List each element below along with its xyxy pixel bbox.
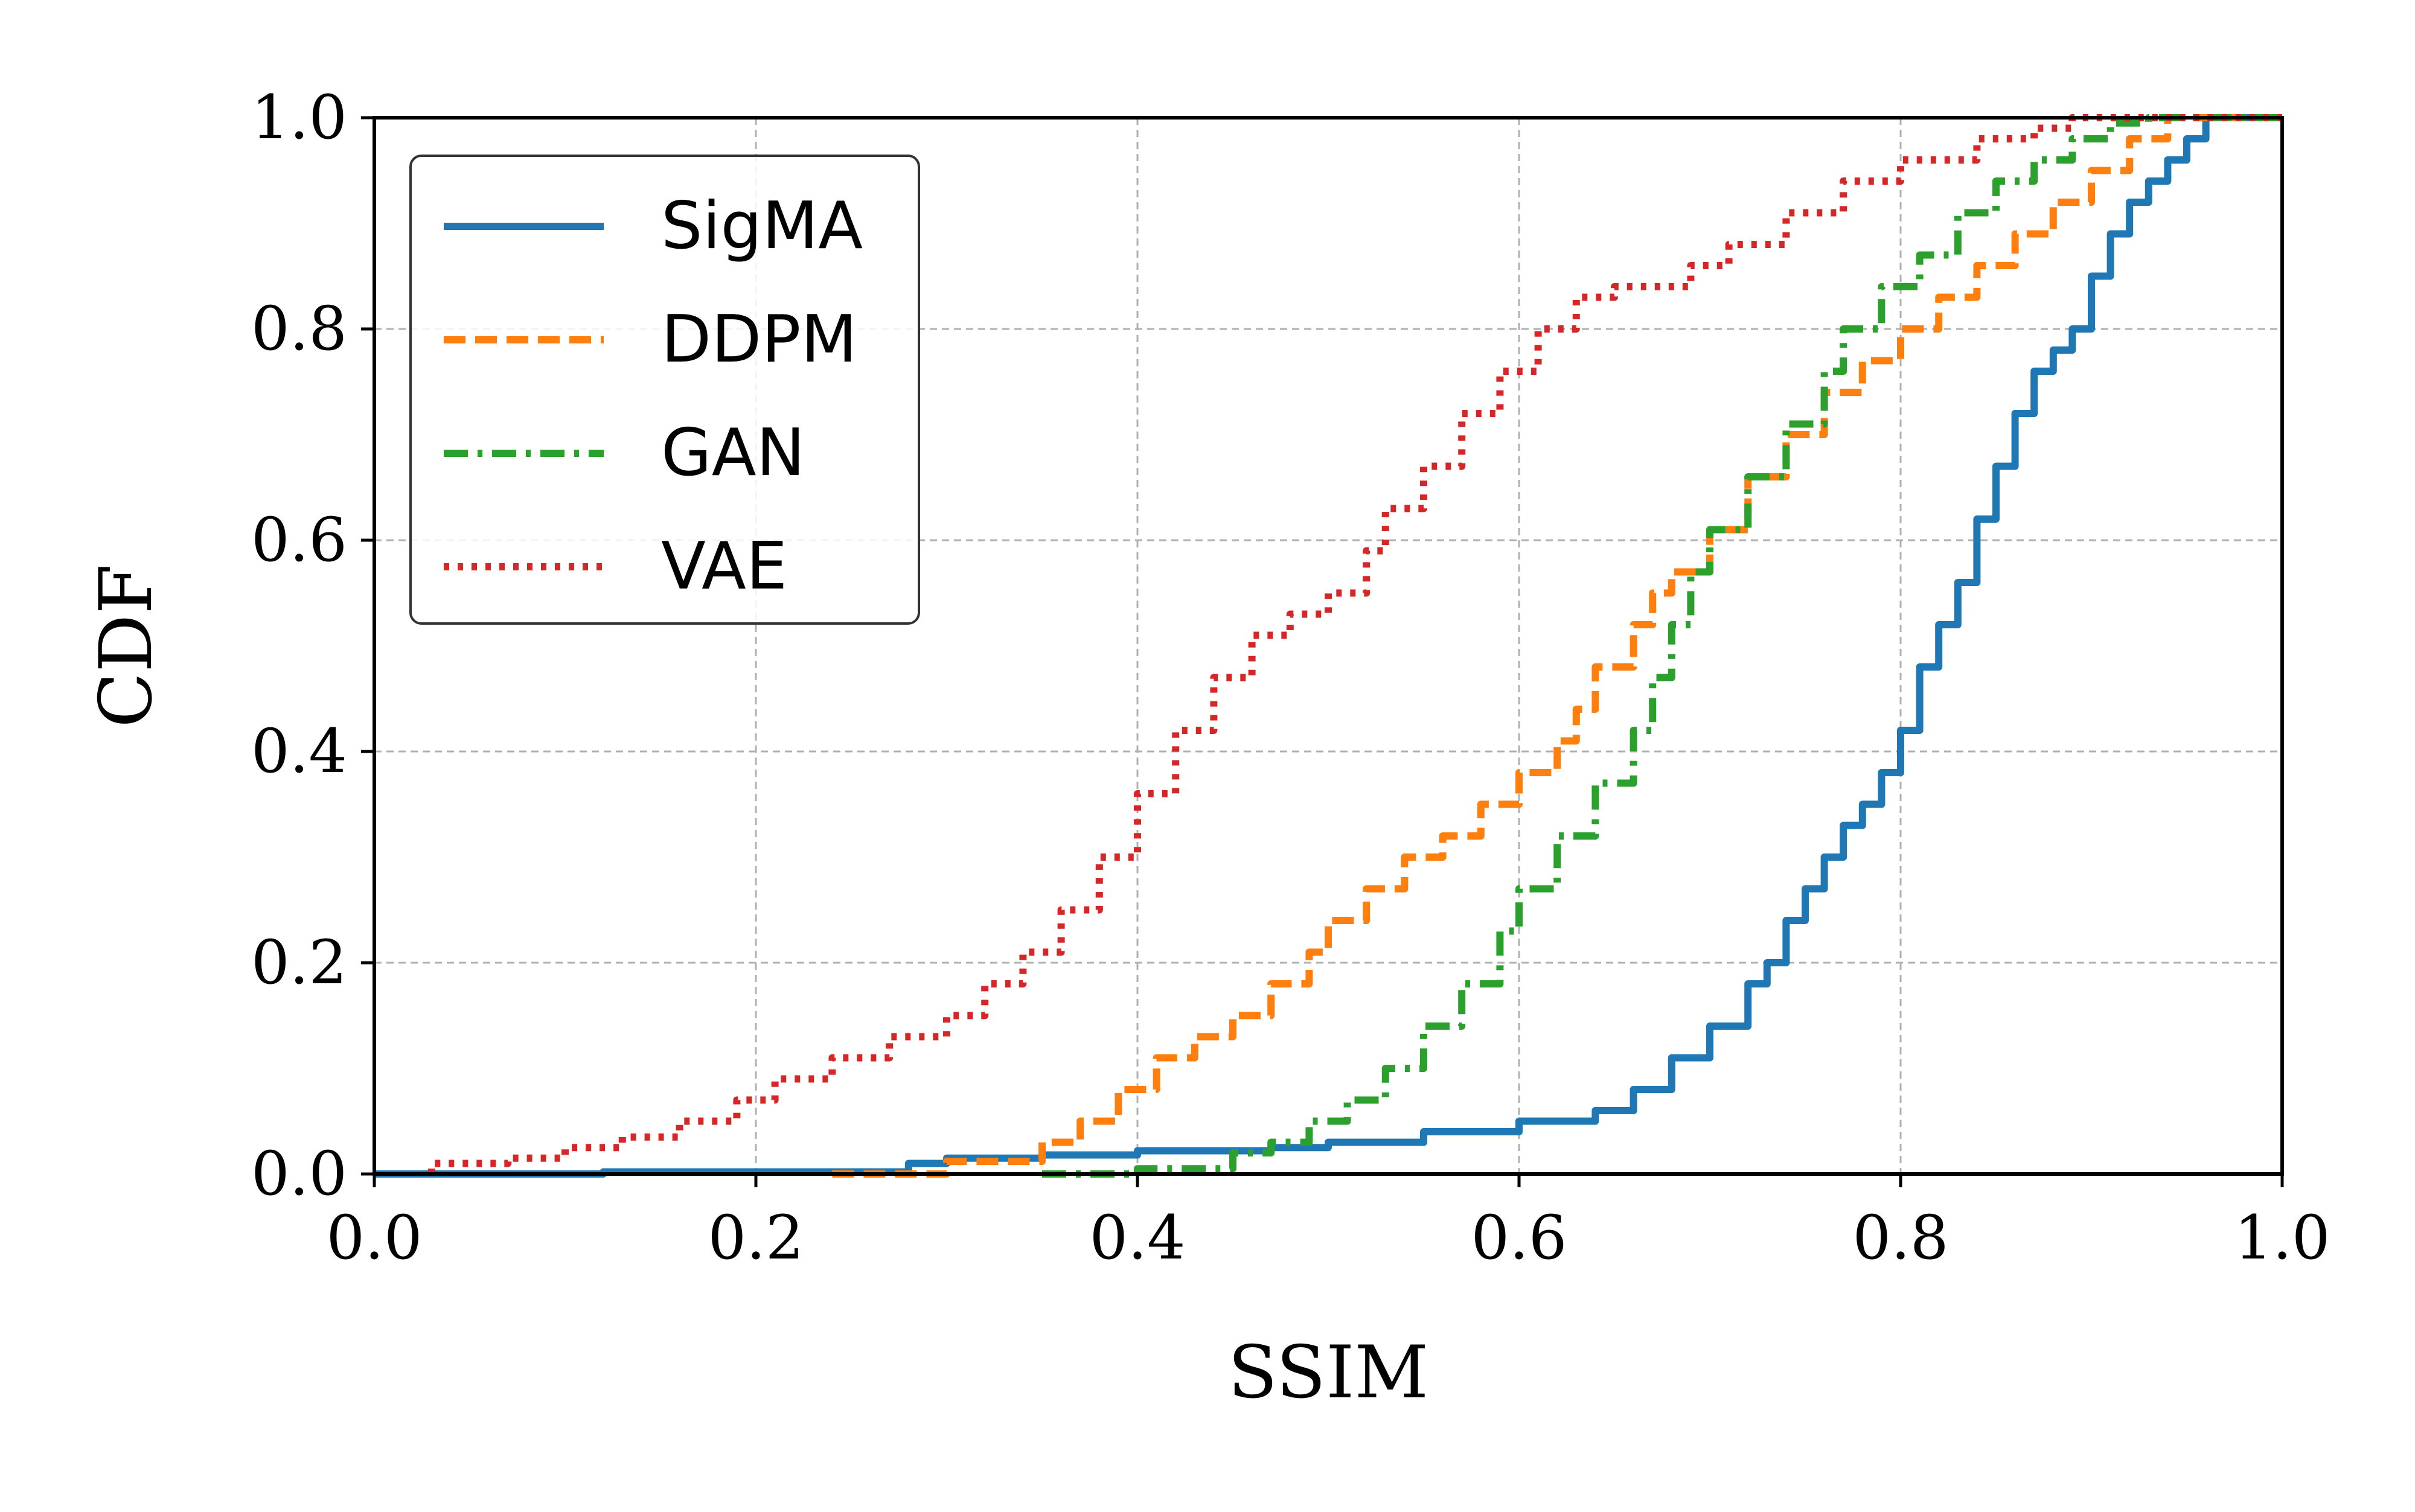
legend-label-sigma: SigMA (661, 188, 863, 264)
series-line-gan (1042, 114, 2282, 1178)
x-tick-label: 0.2 (708, 1202, 804, 1273)
y-tick-label: 0.0 (251, 1138, 347, 1209)
axes-frame (373, 116, 2284, 1176)
x-tick-label: 0.0 (326, 1202, 422, 1273)
legend-label-ddpm: DDPM (661, 302, 857, 377)
x-tick-label: 1.0 (2234, 1202, 2330, 1273)
series-layer (374, 114, 2282, 1178)
y-tick-label: 0.6 (251, 505, 347, 575)
legend-box (409, 155, 920, 625)
y-tick-label: 0.4 (251, 716, 347, 786)
series-line-vae (427, 114, 2282, 1174)
ticks-layer: 0.0 0.2 0.4 0.6 0.8 1.0 0.0 0.2 0.4 0.6 0.8 1.0 (251, 82, 2330, 1273)
legend: SigMA DDPM GAN VAE (409, 155, 920, 625)
legend-items: SigMA DDPM GAN VAE (444, 188, 863, 604)
x-tick-label: 0.4 (1089, 1202, 1185, 1273)
x-tick-label: 0.8 (1852, 1202, 1948, 1273)
y-tick-label: 0.2 (251, 927, 347, 998)
legend-label-vae: VAE (661, 529, 787, 604)
x-axis-label: SSIM (1228, 1331, 1429, 1415)
x-tick-label: 0.6 (1471, 1202, 1567, 1273)
series-line-sigma (374, 114, 2282, 1178)
y-axis-label: CDF (85, 564, 168, 727)
y-tick-label: 0.8 (251, 293, 347, 364)
y-tick-label: 1.0 (251, 82, 347, 153)
series-line-ddpm (832, 114, 2282, 1178)
legend-label-gan: GAN (661, 415, 805, 491)
